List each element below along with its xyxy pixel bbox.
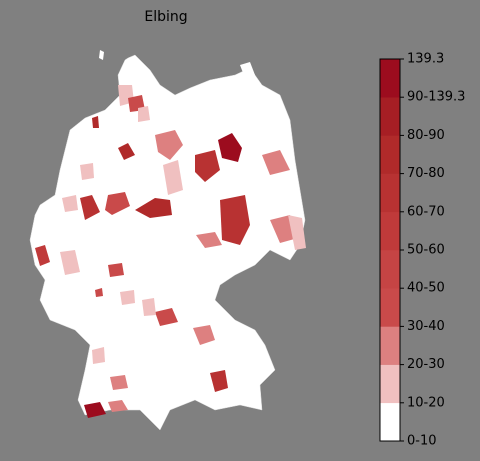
district: [195, 150, 220, 182]
colorbar-segment: [380, 364, 400, 404]
colorbar-label: 30-40: [407, 319, 445, 334]
colorbar-label: 90-139.3: [407, 90, 465, 105]
district: [210, 370, 228, 392]
map-title: Elbing: [144, 9, 187, 25]
colorbar-label: 0-10: [407, 434, 437, 449]
district: [218, 133, 242, 162]
district: [196, 232, 222, 248]
district: [35, 245, 50, 266]
colorbar-label: 70-80: [407, 166, 445, 181]
district: [95, 288, 103, 297]
island: [99, 50, 104, 60]
district: [118, 143, 135, 160]
district: [262, 150, 290, 175]
colorbar: 0-10 10-20 20-30 30-40 40-50 50-60 60-70 70-80 8…: [379, 52, 465, 449]
district: [60, 250, 80, 275]
germany-map: [29, 50, 306, 431]
colorbar-label: 60-70: [407, 204, 445, 219]
district: [92, 116, 99, 128]
district: [138, 106, 150, 122]
colorbar-segment: [380, 326, 400, 365]
colorbar-label: 10-20: [407, 395, 445, 410]
colorbar-segment: [380, 97, 400, 136]
colorbar-label: 80-90: [407, 128, 445, 143]
colorbar-segment: [380, 250, 400, 289]
district: [105, 192, 130, 215]
colorbar-label: 50-60: [407, 243, 445, 258]
district: [80, 163, 94, 180]
districts: [35, 85, 306, 418]
district: [110, 375, 128, 390]
district: [120, 290, 135, 305]
colorbar-label: 139.3: [407, 52, 444, 67]
district: [142, 298, 156, 316]
district: [92, 347, 105, 364]
colorbar-segment: [380, 288, 400, 327]
district: [163, 160, 183, 195]
district: [220, 195, 250, 245]
district: [108, 263, 124, 277]
colorbar-segment: [380, 135, 400, 174]
district: [80, 195, 100, 220]
colorbar-segment: [380, 211, 400, 251]
district: [155, 130, 183, 160]
colorbar-segment: [380, 59, 400, 98]
island: [240, 62, 255, 78]
district: [135, 198, 172, 218]
district: [108, 400, 128, 412]
district: [193, 325, 215, 345]
district: [288, 215, 306, 250]
colorbar-segment: [380, 402, 400, 442]
colorbar-label: 20-30: [407, 357, 445, 372]
colorbar-segment: [380, 173, 400, 213]
district: [84, 402, 106, 418]
colorbar-label: 40-50: [407, 281, 445, 296]
district: [155, 308, 178, 326]
district: [62, 195, 78, 212]
